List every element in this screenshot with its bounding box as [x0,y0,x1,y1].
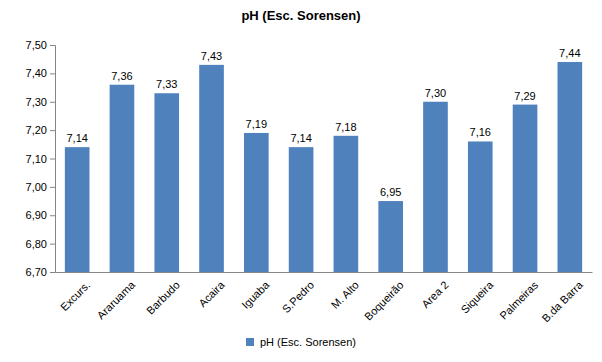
y-tick: 6,80 [26,238,55,250]
y-tick: 7,50 [26,39,55,51]
y-tick-label: 7,20 [26,124,47,136]
y-tick: 7,00 [26,181,55,193]
x-tick: M. Alto [329,272,361,311]
legend-swatch [246,338,254,346]
y-tick: 7,40 [26,67,55,79]
x-tick-label: Palmeiras [497,278,540,321]
bar [110,85,135,272]
data-label: 7,18 [335,121,356,133]
x-tick: Acaira [196,272,227,309]
x-tick-label: Boqueirão [362,279,406,323]
y-tick-label: 7,50 [26,39,47,51]
data-label: 7,19 [246,118,267,130]
x-tick: Araruama [95,272,138,321]
data-label: 7,14 [66,132,87,144]
y-tick-label: 6,70 [26,266,47,278]
data-labels: 7,14 7,36 7,33 7,43 7,19 7,14 7,18 6,95 7,30 7,16… [66,47,580,198]
y-tick-mark [50,73,55,74]
y-tick-mark [50,159,55,160]
bar [289,147,314,272]
bar [334,136,359,272]
x-tick: Palmeiras [497,272,540,322]
x-tick: Siqueira [458,272,496,316]
x-tick: Excurs. [58,272,92,313]
data-label: 6,95 [380,186,401,198]
bar [244,133,269,272]
y-tick-mark [50,45,55,46]
x-tick-label: Excurs. [58,279,92,313]
x-tick: S.Pedro [280,272,317,315]
x-tick-label: B.da Barra [539,278,585,324]
x-axis: Excurs.AraruamaBarbudo Acaira IguabaS.Pedr… [56,272,593,324]
plot: 6,70 6,80 6,90 7,00 7,10 7,20 7,30 7,40 7,50 Excu… [26,39,593,324]
x-tick: Boqueirão [362,272,406,323]
y-tick: 6,90 [26,209,55,221]
x-tick-label: Araruama [95,278,138,321]
data-label: 7,36 [111,70,132,82]
y-tick-mark [50,244,55,245]
x-tick-label: S.Pedro [280,279,317,316]
y-axis: 6,70 6,80 6,90 7,00 7,10 7,20 7,30 7,40 7,50 [26,39,56,278]
y-tick-mark [50,187,55,188]
bar [378,201,403,272]
y-tick-mark [50,102,55,103]
y-tick-label: 6,90 [26,209,47,221]
bar [513,105,538,272]
x-tick: B.da Barra [539,272,585,324]
x-tick-label: Acaira [196,278,227,309]
y-tick-label: 7,30 [26,96,47,108]
data-label: 7,33 [156,78,177,90]
title: pH (Esc. Sorensen) [241,8,360,23]
bar [199,65,224,272]
data-label: 7,14 [290,132,311,144]
bar [65,147,90,272]
chart: pH (Esc. Sorensen) 6,70 6,80 6,90 7,00 7,10 7,… [0,0,602,362]
y-tick-label: 7,10 [26,153,47,165]
data-label: 7,16 [470,126,491,138]
y-tick-label: 6,80 [26,238,47,250]
bar [468,141,493,272]
x-tick-label: Barbudo [144,279,182,317]
y-tick: 6,70 [26,266,55,278]
data-label: 7,29 [514,90,535,102]
x-axis-line [56,272,593,273]
x-tick: Iguaba [239,272,272,311]
legend-label: pH (Esc. Sorensen) [260,336,356,348]
data-label: 7,44 [559,47,580,59]
y-tick-label: 7,00 [26,181,47,193]
x-tick: Area 2 [419,272,450,310]
y-tick: 7,10 [26,153,55,165]
bar [154,93,179,272]
bar [423,102,448,272]
bars [65,62,582,272]
x-tick-label: Area 2 [419,279,450,310]
bar [558,62,583,272]
y-tick-mark [50,215,55,216]
y-tick: 7,30 [26,96,55,108]
y-axis-line [50,46,56,273]
x-tick: Barbudo [144,272,182,317]
y-tick-mark [50,272,55,273]
data-label: 7,30 [425,87,446,99]
y-tick: 7,20 [26,124,55,136]
y-tick-label: 7,40 [26,67,47,79]
x-tick-label: Iguaba [239,278,272,311]
y-tick-mark [50,130,55,131]
x-tick-label: M. Alto [329,279,361,311]
legend: pH (Esc. Sorensen) [246,336,356,348]
x-tick-label: Siqueira [458,278,496,316]
data-label: 7,43 [201,50,222,62]
